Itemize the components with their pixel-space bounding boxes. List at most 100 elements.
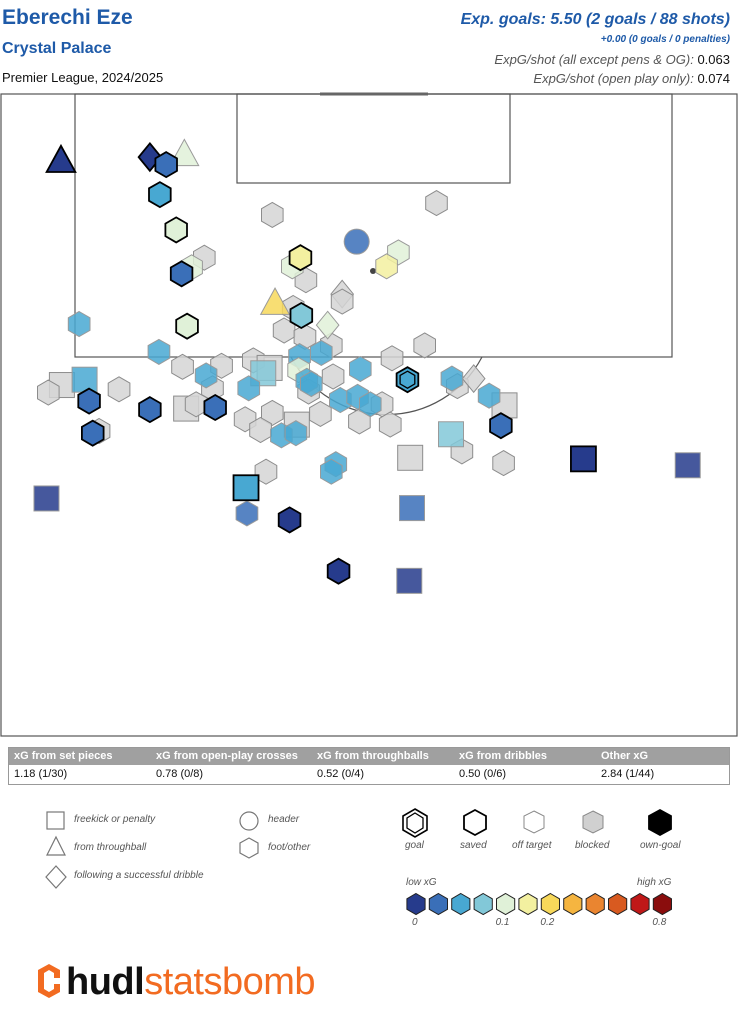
- legend-graphics: [45, 808, 672, 916]
- scale-tick-label: 0.8: [652, 917, 667, 928]
- xg-per-shot-op-row: ExpG/shot (open play only): 0.074: [533, 71, 730, 86]
- shot-marker-off-target: [235, 500, 259, 527]
- shot-marker-blocked: [171, 353, 194, 380]
- td-dribbles: 0.50 (0/6): [459, 768, 507, 780]
- td-other: 2.84 (1/44): [601, 768, 655, 780]
- xg-per-shot-label: ExpG/shot (all except pens & OG):: [494, 52, 694, 67]
- shot-marker-off-target: [674, 452, 701, 479]
- legend-hexagon-label: foot/other: [268, 842, 311, 853]
- shot-marker-off-target: [375, 253, 398, 280]
- shot-marker-off-target: [300, 370, 323, 398]
- hudl-statsbomb-logo: hudlstatsbomb: [32, 961, 316, 1004]
- shot-marker-off-target: [320, 458, 343, 485]
- xg-color-scale: [406, 892, 672, 916]
- shot-marker-blocked: [249, 416, 272, 444]
- shot-marker-off-target: [399, 495, 426, 522]
- shot-marker-off-target: [33, 485, 60, 512]
- logo-text-hudl: hudl: [66, 961, 145, 1003]
- legend-blocked-label: blocked: [575, 840, 610, 851]
- th-dribbles: xG from dribbles: [459, 750, 548, 762]
- xg-per-shot-value: 0.063: [697, 52, 730, 67]
- scale-tick-label: 0: [412, 917, 418, 928]
- six-yard-box: [236, 93, 511, 184]
- td-set-pieces: 1.18 (1/30): [14, 768, 68, 780]
- legend-off-target-label: off target: [512, 840, 552, 851]
- legend-triangle-label: from throughball: [74, 842, 147, 853]
- shot-marker-blocked: [184, 391, 208, 418]
- table-header: xG from set pieces xG from open-play cro…: [9, 748, 729, 765]
- shot-map-pitch: [0, 92, 738, 737]
- shot-marker-saved: [326, 557, 351, 585]
- shot-marker-off-target: [396, 567, 423, 594]
- shot-marker-off-target: [343, 228, 370, 255]
- scale-swatch: [540, 892, 560, 916]
- shot-marker-blocked: [321, 363, 345, 390]
- shot-marker-saved: [203, 393, 227, 422]
- scale-swatch: [406, 892, 426, 916]
- xg-summary: Exp. goals: 5.50 (2 goals / 88 shots): [460, 11, 730, 28]
- td-throughballs: 0.52 (0/4): [317, 768, 365, 780]
- shot-marker-blocked: [380, 345, 404, 372]
- shot-marker-off-target: [194, 362, 218, 389]
- shot-marker-blocked: [107, 376, 131, 403]
- shot-marker-off-target: [440, 365, 464, 392]
- scale-swatch: [585, 892, 605, 916]
- shot-marker-blocked: [492, 450, 515, 477]
- scale-tick-label: 0.2: [540, 917, 555, 928]
- xg-per-shot-op-label: ExpG/shot (open play only):: [533, 71, 694, 86]
- shot-marker-saved: [138, 396, 162, 424]
- shot-marker-off-target: [477, 382, 501, 409]
- legend-goal-label: goal: [405, 840, 424, 851]
- shot-marker-saved: [232, 474, 260, 502]
- shot-marker-blocked: [261, 399, 284, 426]
- shot-marker-saved: [164, 216, 188, 244]
- shot-marker-off-target: [259, 287, 291, 315]
- shot-marker-blocked: [330, 288, 354, 315]
- shot-marker-blocked: [309, 400, 332, 427]
- shot-marker-blocked: [254, 458, 278, 485]
- legend-goal-icon: [402, 808, 428, 838]
- shots-layer: [33, 138, 701, 594]
- legend-blocked-icon: [582, 810, 604, 834]
- shot-marker-off-target: [310, 339, 333, 366]
- legend-off-target-icon: [523, 810, 545, 834]
- xg-per-shot-op-value: 0.074: [697, 71, 730, 86]
- shot-marker-blocked: [461, 364, 486, 394]
- legend-saved-label: saved: [460, 840, 487, 851]
- legend-hexagon-icon: [239, 837, 259, 859]
- scale-swatch: [608, 892, 628, 916]
- scale-low-label: low xG: [406, 877, 437, 888]
- pens-summary: +0.00 (0 goals / 0 penalties): [600, 34, 730, 45]
- shot-marker-off-target: [284, 420, 308, 447]
- xg-breakdown-table: xG from set pieces xG from open-play cro…: [8, 747, 730, 785]
- scale-swatch: [518, 892, 538, 916]
- shot-marker-off-target: [147, 338, 171, 365]
- shot-marker-blocked: [261, 201, 284, 228]
- penalty-spot: [370, 268, 376, 274]
- shot-marker-off-target: [349, 355, 372, 383]
- th-throughballs: xG from throughballs: [317, 750, 429, 762]
- scale-swatch: [630, 892, 650, 916]
- td-crosses: 0.78 (0/8): [156, 768, 204, 780]
- scale-swatch: [451, 892, 471, 916]
- competition-label: Premier League, 2024/2025: [2, 70, 164, 85]
- th-other: Other xG: [601, 750, 649, 762]
- legend-own-goal-icon: [648, 808, 672, 837]
- legend-square-label: freekick or penalty: [74, 814, 156, 825]
- shot-marker-saved: [288, 244, 313, 272]
- shot-marker-off-target: [359, 391, 382, 418]
- shot-marker-saved: [489, 412, 513, 440]
- legend-circle-label: header: [268, 814, 300, 825]
- legend-diamond-icon: [45, 865, 67, 889]
- legend-diamond-label: following a successful dribble: [74, 870, 204, 881]
- shot-marker-saved: [148, 181, 172, 209]
- shot-marker-saved: [154, 151, 178, 179]
- legend-own-goal-label: own-goal: [640, 840, 681, 851]
- shot-marker-saved: [169, 260, 194, 288]
- shot-marker-saved: [77, 387, 101, 415]
- player-name: Eberechi Eze: [2, 6, 133, 29]
- shot-marker-blocked: [413, 332, 436, 359]
- shot-marker-saved: [175, 312, 199, 340]
- shot-marker-saved: [81, 419, 105, 447]
- scale-swatch: [496, 892, 516, 916]
